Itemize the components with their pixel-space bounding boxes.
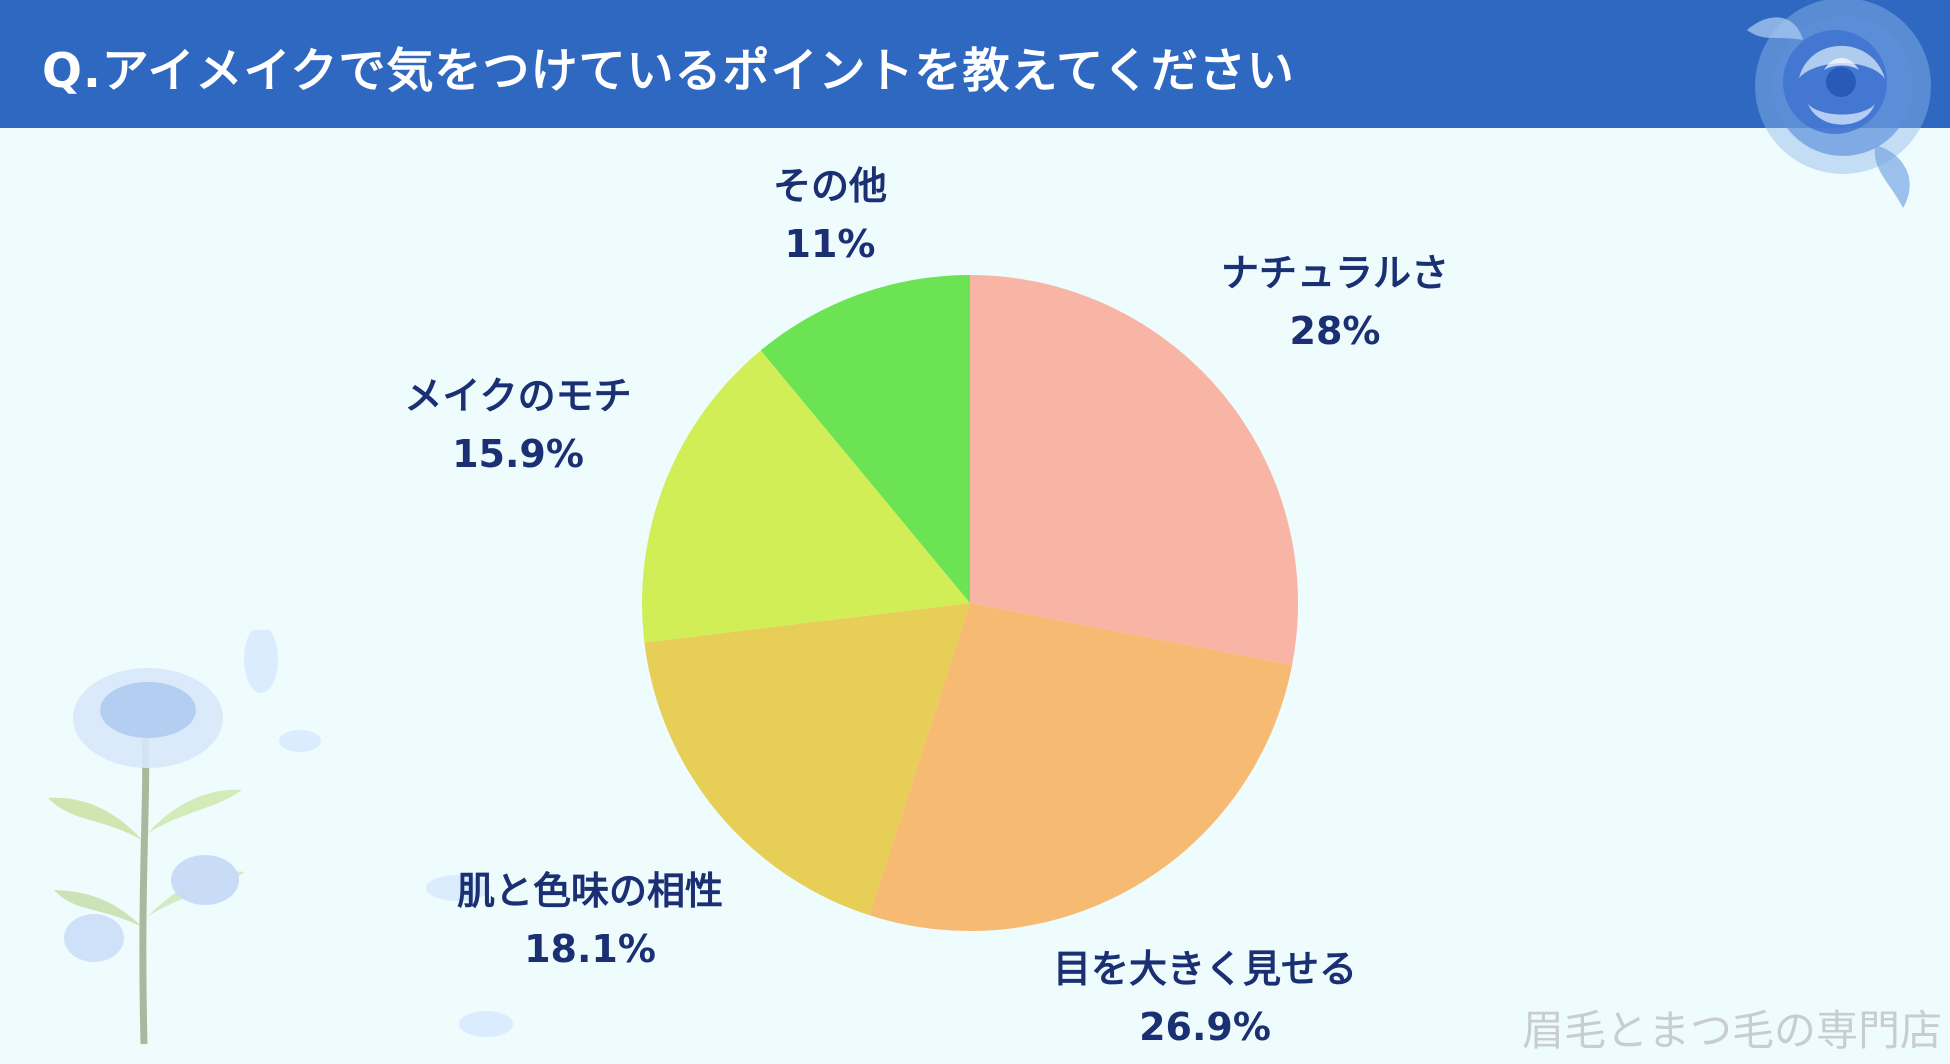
page-title: Q.アイメイクで気をつけているポイントを教えてください (42, 44, 1295, 99)
pie-slice-3 (642, 350, 970, 643)
slice-name: ナチュラルさ (1220, 251, 1449, 295)
slice-label-other: その他 11% (740, 157, 920, 273)
slice-label-makeup-longevity: メイクのモチ 15.9% (378, 367, 658, 483)
slice-percentage: 28% (1289, 309, 1381, 353)
slice-name: 目を大きく見せる (1052, 947, 1357, 991)
slice-percentage: 18.1% (524, 927, 656, 971)
pale-rose-decoration-left (48, 630, 513, 1045)
slice-name: メイクのモチ (404, 374, 632, 418)
pie-slice-2 (644, 603, 970, 916)
slice-percentage: 26.9% (1139, 1005, 1271, 1049)
slice-name: 肌と色味の相性 (456, 869, 723, 913)
slice-label-skin-color-match: 肌と色味の相性 18.1% (420, 862, 760, 978)
pie-slice-4 (760, 275, 970, 603)
pie-slice-0 (970, 275, 1299, 666)
slice-label-naturalness: ナチュラルさ 28% (1205, 244, 1465, 360)
store-watermark: 眉毛とまつ毛の専門店 (1521, 1006, 1942, 1055)
pie-slice-1 (869, 603, 1293, 931)
header-bar: Q.アイメイクで気をつけているポイントを教えてください (0, 0, 1950, 128)
slice-percentage: 15.9% (452, 432, 584, 476)
slice-label-bigger-eyes: 目を大きく見せる 26.9% (1025, 940, 1385, 1056)
blue-rose-decoration-top (1747, 0, 1931, 208)
slice-name: その他 (772, 164, 887, 208)
slice-percentage: 11% (784, 222, 876, 266)
